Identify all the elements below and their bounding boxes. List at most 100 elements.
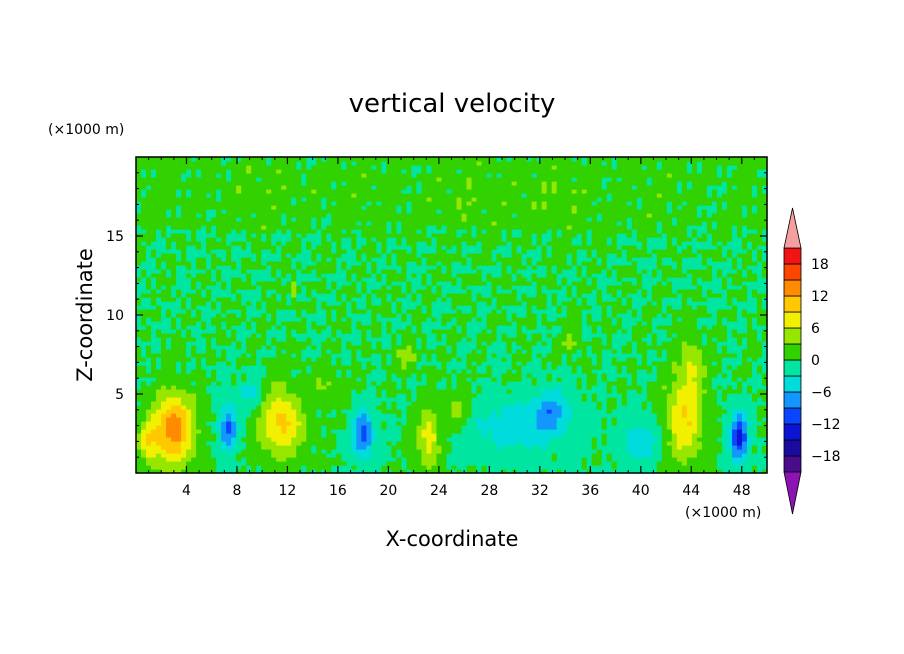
contour-cell [716, 337, 723, 342]
contour-cell [236, 469, 242, 474]
contour-cell [531, 353, 538, 358]
contour-cell [256, 449, 262, 454]
contour-cell [366, 325, 372, 330]
contour-cell [761, 369, 768, 374]
contour-cell [201, 385, 207, 390]
contour-cell [661, 449, 668, 454]
contour-cell [491, 417, 498, 422]
contour-cell [436, 421, 443, 426]
contour-cell [271, 345, 277, 350]
contour-cell [626, 413, 633, 418]
contour-cell [241, 345, 247, 350]
contour-cell [261, 405, 267, 410]
contour-cell [756, 357, 763, 362]
contour-cell [216, 353, 222, 358]
contour-cell [741, 325, 748, 330]
contour-cell [226, 385, 232, 390]
contour-cell [706, 381, 713, 386]
contour-cell [326, 317, 332, 322]
contour-cell [631, 457, 638, 462]
contour-cell [691, 401, 698, 406]
contour-cell [601, 425, 608, 430]
contour-cell [491, 437, 498, 442]
contour-cell [316, 441, 322, 446]
contour-cell [221, 465, 227, 470]
contour-cell [276, 445, 282, 450]
contour-cell [331, 337, 337, 342]
contour-cell [656, 345, 663, 350]
contour-cell [391, 361, 398, 366]
contour-cell [606, 321, 613, 326]
contour-cell [571, 445, 578, 450]
contour-cell [411, 333, 418, 338]
contour-cell [616, 401, 623, 406]
contour-cell [541, 353, 548, 358]
contour-cell [716, 469, 723, 474]
contour-cell [626, 341, 633, 346]
contour-cell [761, 413, 768, 418]
contour-cell [651, 329, 658, 334]
contour-cell [716, 405, 723, 410]
contour-cell [551, 373, 558, 378]
contour-cell [451, 421, 458, 426]
contour-cell [376, 373, 382, 378]
contour-cell [316, 397, 322, 402]
contour-cell [321, 389, 327, 394]
contour-cell [206, 317, 212, 322]
contour-cell [351, 337, 357, 342]
contour-cell [441, 321, 448, 326]
contour-cell [211, 389, 217, 394]
contour-cell [556, 345, 563, 350]
contour-cell [501, 381, 508, 386]
contour-cell [391, 469, 398, 474]
contour-cell [501, 425, 508, 430]
contour-cell [526, 461, 533, 466]
contour-cell [456, 321, 463, 326]
contour-cell [191, 389, 197, 394]
contour-cell [526, 425, 533, 430]
contour-cell [721, 325, 728, 330]
contour-cell [761, 405, 768, 410]
contour-cell [276, 461, 282, 466]
contour-cell [291, 365, 297, 370]
contour-cell [641, 437, 648, 442]
contour-cell [211, 461, 217, 466]
contour-cell [346, 313, 352, 318]
contour-cell [141, 433, 147, 438]
contour-cell [366, 381, 372, 386]
contour-cell [161, 381, 167, 386]
contour-cell [671, 393, 678, 398]
contour-cell [356, 465, 362, 470]
contour-cell [411, 401, 418, 406]
contour-cell [526, 313, 533, 318]
contour-cell [616, 325, 623, 330]
contour-cell [731, 429, 738, 434]
contour-cell [156, 353, 162, 358]
contour-cell [696, 469, 703, 474]
contour-cell [576, 417, 583, 422]
contour-cell [541, 433, 548, 438]
contour-cell [141, 393, 147, 398]
contour-cell [296, 393, 302, 398]
contour-cell [646, 469, 653, 474]
contour-cell [711, 441, 718, 446]
contour-cell [721, 397, 728, 402]
contour-cell [541, 393, 548, 398]
contour-cell [666, 425, 673, 430]
contour-cell [266, 433, 272, 438]
contour-cell [631, 429, 638, 434]
contour-cell [166, 441, 172, 446]
contour-cell [526, 345, 533, 350]
contour-cell [346, 321, 352, 326]
contour-cell [256, 417, 262, 422]
contour-cell [451, 425, 458, 430]
contour-cell [626, 405, 633, 410]
contour-cell [306, 321, 312, 326]
contour-cell [276, 345, 282, 350]
contour-cell [216, 365, 222, 370]
contour-cell [511, 369, 518, 374]
contour-cell [566, 425, 573, 430]
contour-cell [746, 381, 753, 386]
contour-cell [196, 465, 202, 470]
contour-cell [301, 425, 307, 430]
